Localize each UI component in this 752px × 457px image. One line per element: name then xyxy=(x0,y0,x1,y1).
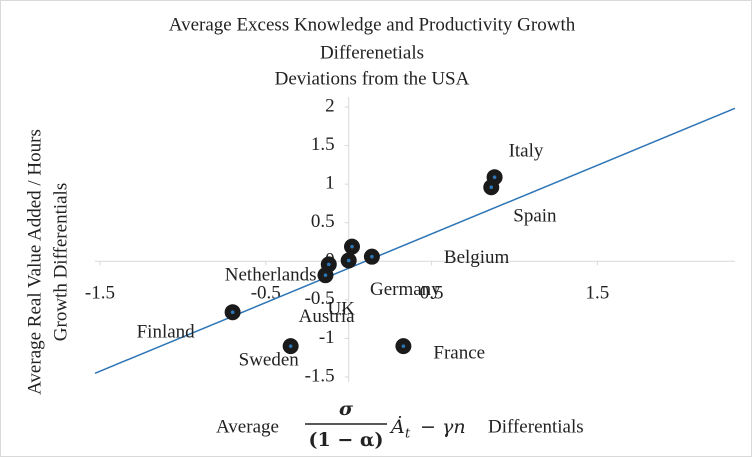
point-center xyxy=(489,185,494,190)
x-label-subscript: t xyxy=(405,427,411,442)
point-label: Netherlands xyxy=(225,265,317,286)
y-tick-label: 1.5 xyxy=(311,134,335,155)
trendline xyxy=(94,107,736,374)
x-label-prefix: Average xyxy=(216,416,279,437)
point-label: Germany xyxy=(370,279,441,300)
x-tick-label: 0.5 xyxy=(420,283,444,304)
x-tick-label: -0.5 xyxy=(251,283,281,304)
x-label-term: Ȧ xyxy=(389,415,405,438)
x-label-rest: − γn xyxy=(420,416,466,438)
y-tick-label: -0.5 xyxy=(305,288,335,309)
y-tick-label: 0.5 xyxy=(311,211,335,232)
point-center xyxy=(230,310,235,315)
point-center xyxy=(346,258,351,263)
chart-subtitle: Deviations from the USA xyxy=(275,68,470,89)
x-axis-label: Average σ (1 − α) Ȧ t − γn Differentials xyxy=(216,398,584,451)
point-center xyxy=(326,262,331,267)
x-label-denominator: (1 − α) xyxy=(309,429,384,451)
x-label-numerator: σ xyxy=(339,398,354,420)
point-label: Spain xyxy=(513,206,557,227)
chart-title: Average Excess Knowledge and Productivit… xyxy=(169,14,576,35)
chart-title: Differenetials xyxy=(320,42,424,63)
y-tick-label: -1.5 xyxy=(305,365,335,386)
point-center xyxy=(492,175,497,179)
y-tick-label: 1 xyxy=(325,173,335,194)
point-label: Sweden xyxy=(239,350,300,371)
y-axis-label: Growth Differentials xyxy=(50,183,71,341)
point-label: Belgium xyxy=(444,247,510,268)
point-center xyxy=(350,244,354,249)
point-label: France xyxy=(433,343,485,364)
point-label: UK xyxy=(327,299,355,320)
y-tick-label: 2 xyxy=(325,95,335,116)
y-axis-label: Average Real Value Added / Hours xyxy=(24,129,45,395)
point-center xyxy=(323,273,328,277)
point-center xyxy=(288,344,293,348)
x-tick-label: 1.5 xyxy=(586,283,610,304)
point-label: Italy xyxy=(509,141,544,162)
point-label: Austria xyxy=(299,306,356,327)
x-tick-label: -1.5 xyxy=(85,283,115,304)
x-label-suffix: Differentials xyxy=(488,416,584,437)
point-label: Finland xyxy=(137,322,196,343)
point-center xyxy=(370,254,374,259)
point-center xyxy=(401,344,406,348)
y-tick-label: -1 xyxy=(319,327,335,348)
